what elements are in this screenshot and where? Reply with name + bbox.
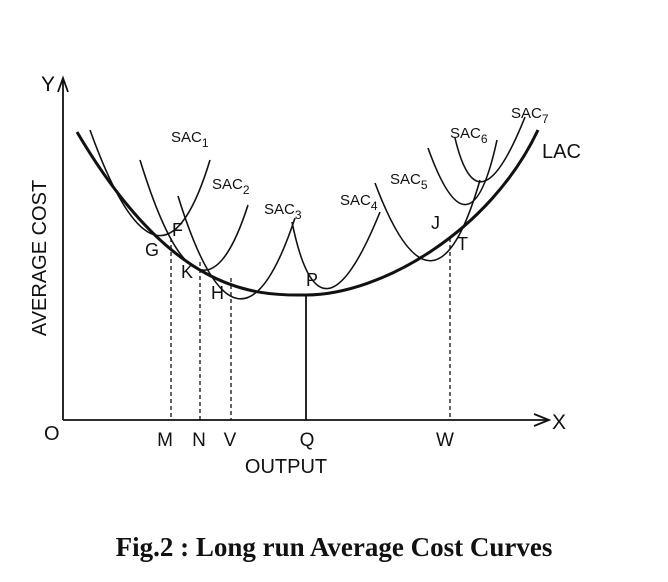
x-axis-title: OUTPUT	[245, 456, 327, 478]
output-label-q: Q	[300, 430, 315, 451]
sac-5-label-base: SAC	[390, 171, 421, 188]
point-label-p: P	[306, 270, 318, 290]
lac-label: LAC	[542, 141, 581, 163]
point-label-j: J	[431, 213, 440, 233]
sac-6-label-base: SAC	[450, 125, 481, 142]
sac-6-curve	[427, 139, 498, 206]
sac-5-label: SAC5	[390, 171, 428, 192]
output-label-w: W	[436, 430, 454, 451]
x-axis-label: X	[552, 411, 566, 434]
sac-7-curve	[454, 116, 526, 183]
sac-2-label-sub: 2	[243, 183, 250, 197]
output-label-v: V	[224, 430, 237, 451]
sac-6-label-sub: 6	[481, 132, 488, 146]
y-axis-title: AVERAGE COST	[29, 180, 51, 336]
y-axis-label: Y	[41, 73, 55, 96]
point-label-k: K	[181, 262, 193, 282]
origin-label: O	[44, 423, 60, 445]
sac-3-label-sub: 3	[295, 208, 302, 222]
sac-6-label: SAC6	[450, 125, 488, 146]
output-label-m: M	[157, 430, 173, 451]
sac-7-label-sub: 7	[542, 112, 549, 126]
x-axis-arrowhead	[533, 413, 552, 427]
figure-caption: Fig.2 : Long run Average Cost Curves	[115, 532, 553, 562]
output-label-n: N	[192, 430, 206, 451]
sac-1-label: SAC1	[171, 129, 209, 150]
sac-3-label: SAC3	[264, 201, 302, 222]
sac-4-label-base: SAC	[340, 192, 371, 209]
sac-4-label: SAC4	[340, 192, 378, 213]
sac-2-label: SAC2	[212, 176, 250, 197]
dashed-projections	[170, 238, 451, 420]
point-label-t: T	[457, 234, 468, 254]
sac-3-curve	[177, 195, 296, 300]
sac-7-label: SAC7	[511, 105, 549, 126]
sac-4-curve	[291, 211, 381, 290]
point-label-g: G	[145, 240, 159, 260]
point-label-f: F	[172, 220, 183, 240]
sac-1-label-base: SAC	[171, 129, 202, 146]
sac-3-label-base: SAC	[264, 201, 295, 218]
sac-7-label-base: SAC	[511, 105, 542, 122]
sac-4-label-sub: 4	[371, 199, 378, 213]
y-axis-arrowhead	[57, 75, 69, 93]
sac-2-label-base: SAC	[212, 176, 243, 193]
sac-5-label-sub: 5	[421, 178, 428, 192]
point-label-h: H	[211, 283, 224, 303]
sac-5-curve	[374, 179, 481, 262]
sac-1-label-sub: 1	[202, 136, 209, 150]
